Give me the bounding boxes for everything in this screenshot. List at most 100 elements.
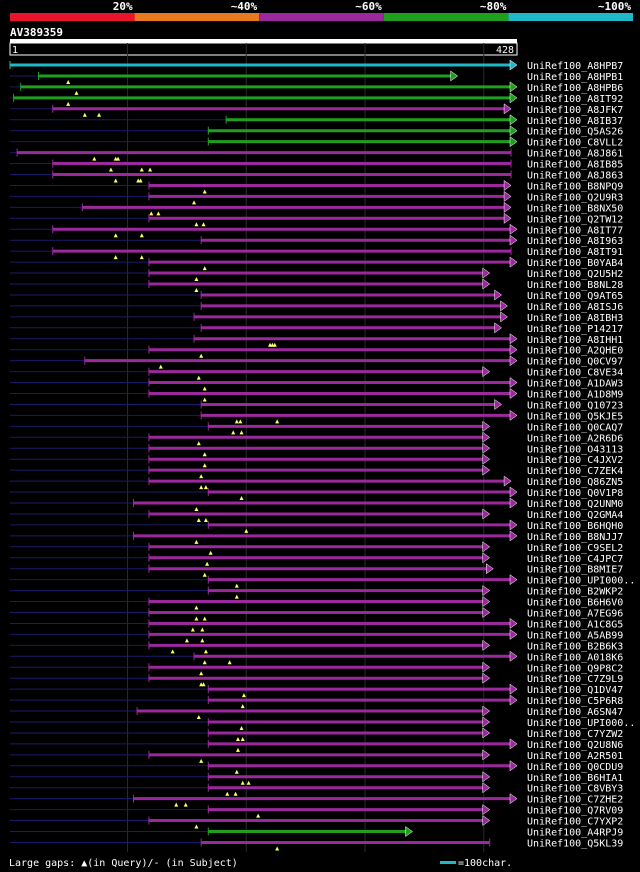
hit-row[interactable]: UniRef100_C4JPC7	[10, 552, 623, 566]
hit-row[interactable]: UniRef100_Q2GMA4	[10, 508, 623, 522]
hit-label[interactable]: UniRef100_A8IHH1	[527, 335, 623, 346]
hit-row[interactable]: UniRef100_C7YXP2	[10, 815, 623, 829]
hit-row[interactable]: UniRef100_A1DAW3	[10, 377, 623, 391]
hit-label[interactable]: UniRef100_Q2UNM0	[527, 499, 623, 510]
hit-label[interactable]: UniRef100_C7Z9L9	[527, 674, 623, 685]
hit-row[interactable]: UniRef100_P14217	[10, 322, 623, 335]
hit-row[interactable]: UniRef100_Q0V1P8	[10, 486, 623, 501]
hit-label[interactable]: UniRef100_A1DAW3	[527, 379, 623, 390]
hit-label[interactable]: UniRef100_C4JPC7	[527, 554, 623, 565]
hit-label[interactable]: UniRef100_B8NPQ9	[527, 181, 623, 192]
hit-label[interactable]: UniRef100_O43113	[527, 444, 623, 455]
hit-row[interactable]: UniRef100_B0YAB4	[10, 256, 623, 271]
hit-row[interactable]: UniRef100_B6HIA1	[10, 771, 623, 785]
hit-label[interactable]: UniRef100_B8NL28	[527, 280, 623, 291]
hit-row[interactable]: UniRef100_A1D8M9	[10, 388, 623, 402]
hit-label[interactable]: UniRef100_Q5KJE5	[527, 411, 623, 422]
hit-label[interactable]: UniRef100_C7ZEK4	[527, 466, 623, 477]
hit-row[interactable]: UniRef100_Q10723	[10, 398, 623, 411]
hit-row[interactable]: UniRef100_C7ZEK4	[10, 464, 623, 479]
hit-label[interactable]: UniRef100_Q0V1P8	[527, 488, 623, 499]
hit-row[interactable]: UniRef100_A8ISJ6	[10, 300, 623, 313]
hit-label[interactable]: UniRef100_A8J863	[527, 171, 623, 182]
hit-label[interactable]: UniRef100_Q10723	[527, 400, 623, 411]
hit-row[interactable]: UniRef100_C8VLL2	[10, 136, 623, 149]
hit-row[interactable]: UniRef100_Q0CV97	[10, 355, 623, 369]
hit-label[interactable]: UniRef100_A2QHE0	[527, 346, 623, 357]
hit-row[interactable]: UniRef100_A8HPB1	[10, 70, 623, 84]
hit-row[interactable]: UniRef100_A2QHE0	[10, 344, 623, 358]
hit-label[interactable]: UniRef100_A2R501	[527, 751, 623, 762]
hit-row[interactable]: UniRef100_A4RPJ9	[10, 826, 623, 839]
hit-label[interactable]: UniRef100_Q2U5H2	[527, 269, 623, 280]
hit-row[interactable]: UniRef100_A8IT92	[10, 92, 623, 106]
hit-label[interactable]: UniRef100_A8IB85	[527, 160, 623, 171]
hit-label[interactable]: UniRef100_A4RPJ9	[527, 828, 623, 839]
hit-row[interactable]: UniRef100_A6SN47	[10, 705, 623, 720]
hit-label[interactable]: UniRef100_C7YZW2	[527, 729, 623, 740]
hit-row[interactable]: UniRef100_Q2TW12	[10, 212, 623, 227]
hit-row[interactable]: UniRef100_A7EG96	[10, 607, 623, 621]
hit-label[interactable]: UniRef100_Q2U8N6	[527, 740, 623, 751]
hit-row[interactable]: UniRef100_A8J863	[10, 170, 623, 183]
hit-label[interactable]: UniRef100_UPI000..	[527, 718, 635, 729]
hit-label[interactable]: UniRef100_A1D8M9	[527, 390, 623, 401]
hit-row[interactable]: UniRef100_A2R501	[10, 749, 623, 763]
hit-label[interactable]: UniRef100_Q9P8C2	[527, 663, 623, 674]
hit-row[interactable]: UniRef100_A5AB99	[10, 628, 623, 643]
hit-label[interactable]: UniRef100_A8ISJ6	[527, 302, 623, 313]
hit-row[interactable]: UniRef100_C7ZHE2	[10, 793, 623, 807]
hit-row[interactable]: UniRef100_Q0CDU9	[10, 760, 623, 774]
hit-label[interactable]: UniRef100_A8JFK7	[527, 105, 623, 116]
hit-label[interactable]: UniRef100_A6SN47	[527, 707, 623, 718]
hit-label[interactable]: UniRef100_UPI000..	[527, 576, 635, 587]
hit-row[interactable]: UniRef100_A8IHH1	[10, 333, 623, 347]
hit-label[interactable]: UniRef100_Q7RV09	[527, 806, 623, 817]
hit-row[interactable]: UniRef100_Q2U5H2	[10, 267, 623, 282]
hit-row[interactable]: UniRef100_C4JXV2	[10, 453, 623, 468]
hit-row[interactable]: UniRef100_B8NPQ9	[10, 179, 623, 194]
hit-row[interactable]: UniRef100_B8MIE7	[10, 563, 623, 577]
hit-label[interactable]: UniRef100_A8IB37	[527, 116, 623, 127]
hit-row[interactable]: UniRef100_Q5KL39	[10, 838, 623, 851]
hit-row[interactable]: UniRef100_Q7RV09	[10, 804, 623, 818]
hit-label[interactable]: UniRef100_C7ZHE2	[527, 795, 623, 806]
hit-label[interactable]: UniRef100_A018K6	[527, 652, 623, 663]
hit-row[interactable]: UniRef100_A8JFK7	[10, 103, 623, 117]
hit-row[interactable]: UniRef100_A8HPB6	[10, 81, 623, 95]
hit-label[interactable]: UniRef100_B6HQH0	[527, 521, 623, 532]
hit-row[interactable]: UniRef100_Q9P8C2	[10, 661, 623, 676]
hit-label[interactable]: UniRef100_B2WKP2	[527, 587, 623, 598]
hit-label[interactable]: UniRef100_A8J861	[527, 149, 623, 160]
hit-label[interactable]: UniRef100_C8VE34	[527, 368, 623, 379]
hit-row[interactable]: UniRef100_UPI000..	[10, 574, 635, 588]
hit-label[interactable]: UniRef100_A2R6D6	[527, 433, 623, 444]
hit-row[interactable]: UniRef100_C5P6R8	[10, 694, 623, 709]
hit-label[interactable]: UniRef100_C9SEL2	[527, 543, 623, 554]
hit-row[interactable]: UniRef100_A018K6	[10, 650, 623, 665]
hit-row[interactable]: UniRef100_A8HPB7	[9, 59, 623, 72]
hit-label[interactable]: UniRef100_A1C8G5	[527, 619, 623, 630]
hit-row[interactable]: UniRef100_B2B6K3	[10, 639, 623, 654]
hit-row[interactable]: UniRef100_B8NX50	[10, 201, 623, 216]
hit-label[interactable]: UniRef100_C8VBY3	[527, 784, 623, 795]
hit-row[interactable]: UniRef100_A8I963	[10, 234, 623, 247]
hit-row[interactable]: UniRef100_C7Z9L9	[10, 672, 623, 687]
hit-row[interactable]: UniRef100_Q9AT65	[10, 289, 623, 302]
hit-row[interactable]: UniRef100_Q5KJE5	[10, 409, 623, 424]
hit-row[interactable]: UniRef100_C9SEL2	[10, 541, 623, 555]
hit-label[interactable]: UniRef100_B8MIE7	[527, 565, 623, 576]
hit-label[interactable]: UniRef100_Q1DV47	[527, 685, 623, 696]
hit-label[interactable]: UniRef100_Q0CV97	[527, 357, 623, 368]
hit-row[interactable]: UniRef100_A1C8G5	[10, 617, 623, 632]
hit-row[interactable]: UniRef100_A2R6D6	[10, 431, 623, 446]
hit-row[interactable]: UniRef100_B8NL28	[10, 278, 623, 292]
hit-label[interactable]: UniRef100_Q2GMA4	[527, 510, 623, 521]
hit-row[interactable]: UniRef100_Q0CAQ7	[10, 420, 623, 435]
hit-label[interactable]: UniRef100_B6HIA1	[527, 773, 623, 784]
hit-label[interactable]: UniRef100_B0YAB4	[527, 258, 623, 269]
hit-row[interactable]: UniRef100_B6HQH0	[10, 519, 623, 533]
hit-row[interactable]: UniRef100_A8IB37	[10, 114, 623, 127]
hit-row[interactable]: UniRef100_A8IT77	[10, 223, 623, 238]
hit-label[interactable]: UniRef100_P14217	[527, 324, 623, 335]
